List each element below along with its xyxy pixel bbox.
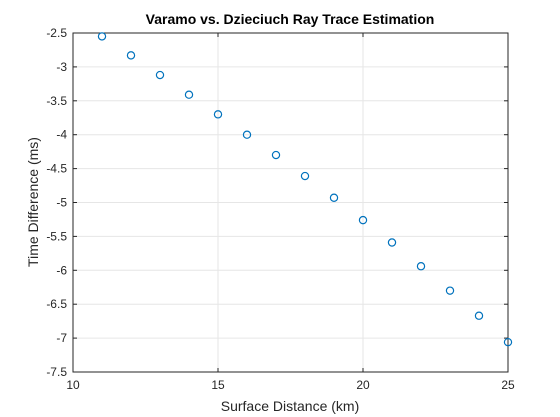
- data-point: [445, 286, 455, 295]
- grid-lines: [72, 32, 509, 373]
- y-tick-label: -3: [56, 60, 67, 74]
- x-tick-label: 10: [66, 378, 80, 392]
- chart-title: Varamo vs. Dzieciuch Ray Trace Estimatio…: [146, 11, 435, 27]
- y-axis-label: Time Difference (ms): [25, 137, 41, 267]
- y-tick-label: -7: [56, 331, 67, 345]
- y-tick-label: -4: [56, 128, 67, 142]
- axis-ticks: 10 15 20 25 -7.5 -7 -6.5 -6 -5.5 -5 -4.5 -4 -3.5 -3 -2…: [46, 26, 515, 392]
- data-point: [358, 215, 368, 225]
- data-point: [300, 171, 310, 181]
- data-point: [242, 130, 252, 139]
- y-tick-label: -7.5: [46, 365, 67, 379]
- y-tick-label: -5: [56, 196, 67, 210]
- data-point: [184, 90, 194, 99]
- data-point: [474, 311, 484, 320]
- data-point: [329, 193, 339, 202]
- data-point: [503, 337, 513, 347]
- y-tick-label: -4.5: [46, 162, 67, 176]
- y-tick-label: -5.5: [46, 229, 67, 243]
- data-point: [213, 110, 223, 119]
- y-tick-label: -2.5: [46, 26, 67, 40]
- data-markers: [97, 32, 513, 347]
- data-point: [126, 51, 136, 60]
- data-point: [416, 262, 426, 271]
- y-tick-label: -6: [56, 263, 67, 277]
- x-tick-label: 20: [356, 378, 370, 392]
- y-tick-label: -6.5: [46, 297, 67, 311]
- x-axis-label: Surface Distance (km): [221, 398, 359, 414]
- data-point: [271, 150, 281, 160]
- y-tick-label: -3.5: [46, 94, 67, 108]
- data-point: [155, 70, 165, 80]
- x-tick-label: 25: [501, 378, 515, 392]
- x-tick-label: 15: [211, 378, 225, 392]
- data-point: [97, 32, 107, 41]
- data-point: [387, 238, 397, 247]
